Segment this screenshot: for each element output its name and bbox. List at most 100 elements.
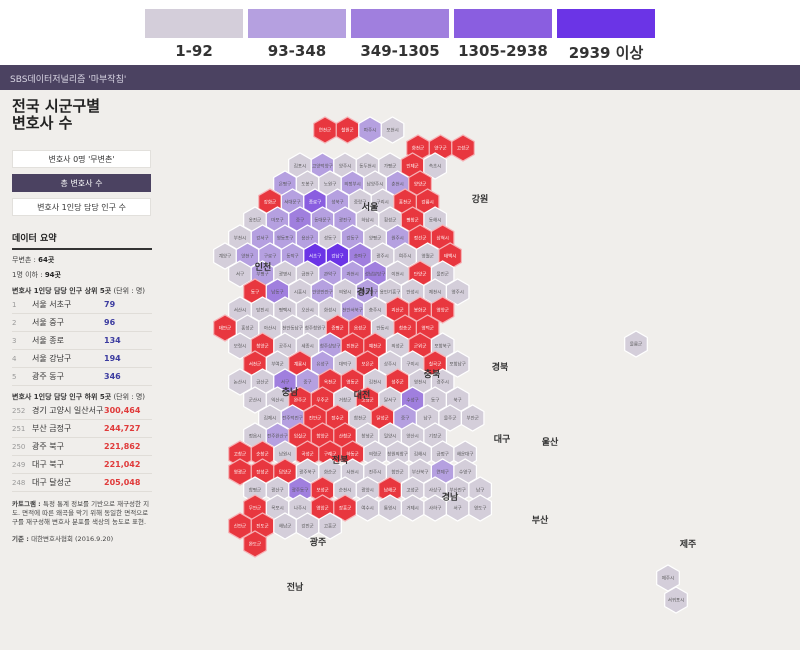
district-label: 이천시 <box>391 271 403 278</box>
tab-total-lawyers[interactable]: 총 변호사 수 <box>12 174 151 192</box>
district-hex[interactable]: 철원군 <box>335 116 360 144</box>
district-hex-shape[interactable] <box>380 116 405 144</box>
district-label: 영광군 <box>234 469 246 476</box>
district-label: 태안군 <box>219 325 231 332</box>
district-label: 광진구 <box>339 217 351 224</box>
tab-zero-lawyer[interactable]: 변호사 0명 '무변촌' <box>12 150 151 168</box>
district-hex[interactable]: 여수시 <box>355 494 380 522</box>
legend-swatch <box>557 9 655 38</box>
district-label: 유성구 <box>316 361 328 368</box>
district-label: 사하구 <box>429 505 441 512</box>
district-label: 영도구 <box>474 505 486 512</box>
district-label: 부천시 <box>234 235 246 242</box>
district-hex[interactable]: 해운대구 <box>453 440 477 468</box>
district-label: 봉화군 <box>414 308 426 314</box>
district-label: 광주시 <box>376 253 388 260</box>
legend-item: 93-348 <box>248 9 346 60</box>
district-label: 원주시 <box>391 235 403 242</box>
district-hex[interactable]: 파주시 <box>358 116 382 144</box>
district-hex[interactable]: 고흥군 <box>318 512 342 540</box>
district-label: 통영시 <box>384 505 396 512</box>
district-label: 의정부시 <box>344 181 361 188</box>
district-label: 상주시 <box>384 361 396 368</box>
district-label: 강서구 <box>256 235 268 242</box>
district-hex-shape[interactable] <box>460 404 485 432</box>
district-label: 나주시 <box>294 505 306 512</box>
district-hex[interactable]: 연천군 <box>313 116 337 144</box>
district-label: 광양시 <box>361 487 373 494</box>
district-hex[interactable]: 거제시 <box>400 494 425 522</box>
district-label: 진주시 <box>369 469 381 476</box>
district-label: 경주시 <box>436 379 448 386</box>
summary-title: 데이터 요약 <box>12 231 152 250</box>
district-label: 제천시 <box>429 289 441 296</box>
district-label: 남양주시 <box>367 181 384 188</box>
district-hex[interactable]: 해남군 <box>273 512 297 540</box>
rank-name: 경기 고양시 일산서구 <box>32 406 104 415</box>
district-hex[interactable]: 포천시 <box>380 116 405 144</box>
district-hex-shape[interactable] <box>243 530 267 558</box>
district-hex[interactable]: 고성군 <box>451 134 475 162</box>
district-label: 사상구 <box>429 487 441 494</box>
district-label: 익산시 <box>271 397 283 404</box>
rank-row: 249 대구 북구 221,042 <box>12 456 152 474</box>
district-hex-shape[interactable] <box>468 494 492 522</box>
district-hex[interactable]: 남구 <box>468 476 492 504</box>
district-label: 시흥시 <box>294 289 306 296</box>
legend-swatch <box>351 9 449 38</box>
rank-value: 205,048 <box>104 478 141 487</box>
district-label: 동대문구 <box>314 217 331 224</box>
district-hex[interactable]: 완도군 <box>243 530 267 558</box>
region-label: 서울 <box>362 201 379 213</box>
district-hex-shape[interactable] <box>453 440 477 468</box>
district-hex-shape[interactable] <box>468 476 492 504</box>
region-label: 전북 <box>332 454 349 466</box>
rank-no: 4 <box>12 354 17 363</box>
district-hex-shape[interactable] <box>656 564 680 592</box>
bottom-rank-list: 252 경기 고양시 일산서구 300,464 251 부산 금정구 244,727 250… <box>12 402 152 492</box>
district-label: 영등포구 <box>277 235 294 242</box>
district-label: 영천시 <box>414 379 426 386</box>
district-label: 완도군 <box>249 541 261 548</box>
district-hex[interactable]: 제주시 <box>656 564 680 592</box>
district-hex-shape[interactable] <box>451 134 475 162</box>
district-label: 동구 <box>431 398 439 404</box>
rank-no: 3 <box>12 336 17 345</box>
district-hex-shape[interactable] <box>664 586 688 614</box>
district-hex[interactable]: 부안군 <box>460 404 485 432</box>
district-label: 양평군 <box>369 235 381 242</box>
district-label: 울주군 <box>444 416 456 422</box>
legend-swatch <box>145 9 243 38</box>
district-hex-shape[interactable] <box>318 512 342 540</box>
district-hex-shape[interactable] <box>624 330 648 358</box>
district-label: 양주시 <box>339 163 351 170</box>
district-label: 김포시 <box>294 163 306 170</box>
district-label: 공주시 <box>279 344 291 350</box>
district-label: 달서구 <box>384 397 396 404</box>
district-label: 증평군 <box>331 325 343 332</box>
rank-name: 광주 동구 <box>32 372 64 381</box>
stat-one-or-less: 1명 이하 : 94곳 <box>12 271 61 279</box>
district-label: 괴산군 <box>391 307 403 314</box>
rank-value: 221,862 <box>104 442 141 451</box>
tab-population-per-lawyer[interactable]: 변호사 1인당 담당 인구 수 <box>12 198 151 216</box>
district-label: 하동군 <box>346 451 358 458</box>
district-label: 계양구 <box>219 253 231 260</box>
district-label: 용인기흥구 <box>380 289 401 296</box>
region-label: 경북 <box>492 361 509 373</box>
rank-row: 248 대구 달성군 205,048 <box>12 474 152 492</box>
legend-swatch <box>454 9 552 38</box>
district-label: 송파구 <box>354 253 366 260</box>
district-hex[interactable]: 통영시 <box>378 494 402 522</box>
district-label: 고양덕양구 <box>312 163 333 170</box>
rank-no: 5 <box>12 372 17 381</box>
district-hex[interactable]: 강진군 <box>295 512 320 540</box>
rank-name: 서울 종로 <box>32 336 64 345</box>
district-hex[interactable]: 영도구 <box>468 494 492 522</box>
district-label: 계룡시 <box>294 361 306 368</box>
district-hex[interactable]: 서귀포시 <box>664 586 688 614</box>
district-hex[interactable]: 울릉군 <box>624 330 648 358</box>
district-label: 정읍시 <box>249 433 261 440</box>
rank-row: 1 서울 서초구 79 <box>12 296 152 314</box>
